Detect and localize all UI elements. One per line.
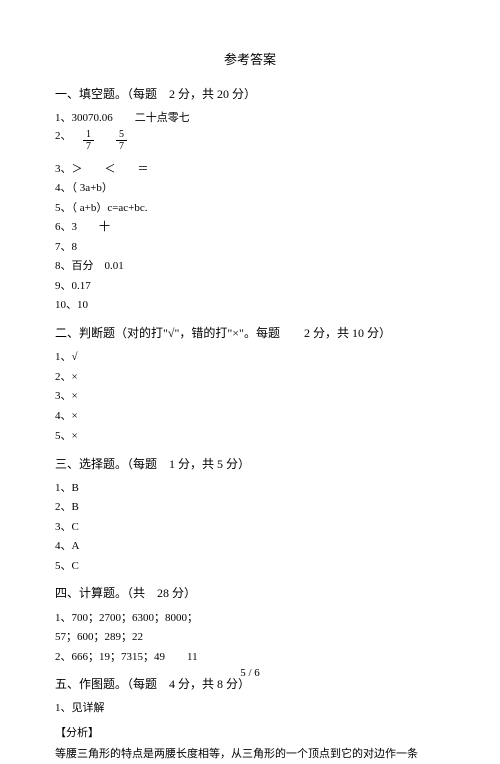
analysis-text: 等腰三角形的特点是两腰长度相等，从三角形的一个顶点到它的对边作一条 <box>55 746 445 764</box>
s2-item5: 5、× <box>55 428 445 445</box>
s1-item10: 10、10 <box>55 297 445 314</box>
s1-item2-label: 2、 <box>55 128 445 145</box>
s2-item1: 1、√ <box>55 349 445 366</box>
s1-item9: 9、0.17 <box>55 278 445 295</box>
s3-item5: 5、C <box>55 558 445 575</box>
analysis-label: 【分析】 <box>55 725 445 743</box>
s1-item6: 6、3 十 <box>55 219 445 236</box>
section1-header: 一、填空题。（每题 2 分，共 20 分） <box>55 85 445 104</box>
s5-item1: 1、见详解 <box>55 700 445 717</box>
section2-header: 二、判断题（对的打"√"，错的打"×"。每题 2 分，共 10 分） <box>55 324 445 343</box>
s2-item3: 3、× <box>55 388 445 405</box>
s4-item1: 1、700；2700；6300；8000； <box>55 610 445 627</box>
s1-item1: 1、30070.06 二十点零七 <box>55 110 445 127</box>
section3-header: 三、选择题。（每题 1 分，共 5 分） <box>55 455 445 474</box>
s3-item4: 4、A <box>55 538 445 555</box>
s1-item8: 8、百分 0.01 <box>55 258 445 275</box>
s4-item1b: 57；600；289；22 <box>55 629 445 646</box>
s1-item4: 4、（ 3a+b） <box>55 180 445 197</box>
s1-item7: 7、8 <box>55 239 445 256</box>
page-title: 参考答案 <box>55 50 445 71</box>
s1-item3: 3、＞ ＜ ＝ <box>55 161 445 178</box>
analysis-section: 【分析】 等腰三角形的特点是两腰长度相等，从三角形的一个顶点到它的对边作一条 <box>55 725 445 764</box>
section4-header: 四、计算题。（共 28 分） <box>55 584 445 603</box>
s3-item3: 3、C <box>55 519 445 536</box>
s3-item2: 2、B <box>55 499 445 516</box>
s1-item5: 5、（ a+b）c=ac+bc. <box>55 200 445 217</box>
s3-item1: 1、B <box>55 480 445 497</box>
s4-item2: 2、666；19；7315；49 11 <box>55 649 445 666</box>
s2-item2: 2、× <box>55 369 445 386</box>
page-footer: 5 / 6 <box>0 665 500 683</box>
s2-item4: 4、× <box>55 408 445 425</box>
